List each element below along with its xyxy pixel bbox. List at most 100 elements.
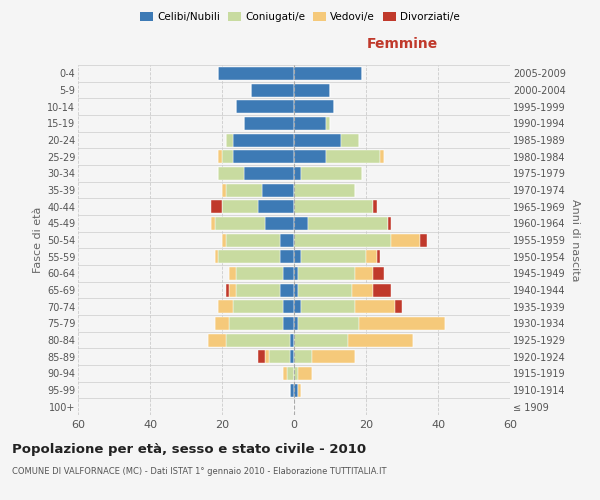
Y-axis label: Anni di nascita: Anni di nascita	[570, 198, 580, 281]
Bar	[380, 150, 384, 163]
Bar	[294, 150, 326, 163]
Bar	[326, 150, 380, 163]
Bar	[280, 234, 294, 246]
Bar	[222, 184, 226, 196]
Bar	[395, 300, 402, 313]
Bar	[294, 67, 362, 80]
Bar	[222, 234, 226, 246]
Bar	[298, 267, 355, 280]
Bar	[341, 134, 359, 146]
Bar	[294, 84, 330, 96]
Text: Femmine: Femmine	[367, 37, 437, 51]
Bar	[265, 217, 294, 230]
Bar	[236, 267, 283, 280]
Bar	[218, 67, 294, 80]
Bar	[366, 250, 377, 263]
Bar	[294, 184, 355, 196]
Bar	[236, 100, 294, 113]
Bar	[294, 267, 298, 280]
Bar	[326, 117, 330, 130]
Bar	[298, 384, 301, 396]
Bar	[265, 350, 269, 363]
Bar	[218, 150, 222, 163]
Bar	[211, 217, 215, 230]
Bar	[355, 300, 395, 313]
Bar	[218, 167, 244, 180]
Bar	[294, 300, 301, 313]
Legend: Celibi/Nubili, Coniugati/e, Vedovi/e, Divorziati/e: Celibi/Nubili, Coniugati/e, Vedovi/e, Di…	[136, 8, 464, 26]
Bar	[298, 284, 352, 296]
Bar	[226, 134, 233, 146]
Bar	[312, 350, 355, 363]
Bar	[391, 234, 420, 246]
Bar	[308, 217, 388, 230]
Bar	[226, 234, 280, 246]
Bar	[352, 284, 373, 296]
Bar	[294, 134, 341, 146]
Bar	[218, 300, 233, 313]
Bar	[373, 284, 391, 296]
Bar	[283, 317, 294, 330]
Bar	[373, 200, 377, 213]
Bar	[251, 84, 294, 96]
Bar	[294, 367, 298, 380]
Bar	[298, 317, 359, 330]
Bar	[294, 284, 298, 296]
Bar	[301, 300, 355, 313]
Bar	[229, 284, 236, 296]
Bar	[226, 284, 229, 296]
Bar	[283, 267, 294, 280]
Bar	[290, 384, 294, 396]
Bar	[294, 384, 298, 396]
Bar	[218, 250, 280, 263]
Bar	[298, 367, 312, 380]
Bar	[294, 167, 301, 180]
Bar	[294, 200, 373, 213]
Bar	[355, 267, 373, 280]
Bar	[301, 250, 366, 263]
Bar	[294, 117, 326, 130]
Bar	[294, 317, 298, 330]
Text: Popolazione per età, sesso e stato civile - 2010: Popolazione per età, sesso e stato civil…	[12, 442, 366, 456]
Bar	[280, 250, 294, 263]
Bar	[229, 317, 283, 330]
Bar	[208, 334, 226, 346]
Bar	[283, 300, 294, 313]
Bar	[290, 334, 294, 346]
Bar	[287, 367, 294, 380]
Bar	[258, 200, 294, 213]
Bar	[294, 100, 334, 113]
Bar	[233, 300, 283, 313]
Bar	[290, 350, 294, 363]
Bar	[294, 350, 312, 363]
Bar	[294, 234, 391, 246]
Bar	[229, 267, 236, 280]
Bar	[244, 117, 294, 130]
Bar	[301, 167, 362, 180]
Bar	[258, 350, 265, 363]
Bar	[222, 150, 233, 163]
Bar	[283, 367, 287, 380]
Text: COMUNE DI VALFORNACE (MC) - Dati ISTAT 1° gennaio 2010 - Elaborazione TUTTITALIA: COMUNE DI VALFORNACE (MC) - Dati ISTAT 1…	[12, 468, 386, 476]
Bar	[294, 334, 348, 346]
Bar	[269, 350, 290, 363]
Bar	[236, 284, 280, 296]
Bar	[226, 184, 262, 196]
Bar	[222, 200, 258, 213]
Bar	[359, 317, 445, 330]
Bar	[215, 217, 265, 230]
Bar	[377, 250, 380, 263]
Bar	[388, 217, 391, 230]
Y-axis label: Fasce di età: Fasce di età	[32, 207, 43, 273]
Bar	[280, 284, 294, 296]
Bar	[233, 134, 294, 146]
Bar	[211, 200, 222, 213]
Bar	[226, 334, 290, 346]
Bar	[262, 184, 294, 196]
Bar	[294, 217, 308, 230]
Bar	[373, 267, 384, 280]
Bar	[348, 334, 413, 346]
Bar	[420, 234, 427, 246]
Bar	[244, 167, 294, 180]
Bar	[215, 250, 218, 263]
